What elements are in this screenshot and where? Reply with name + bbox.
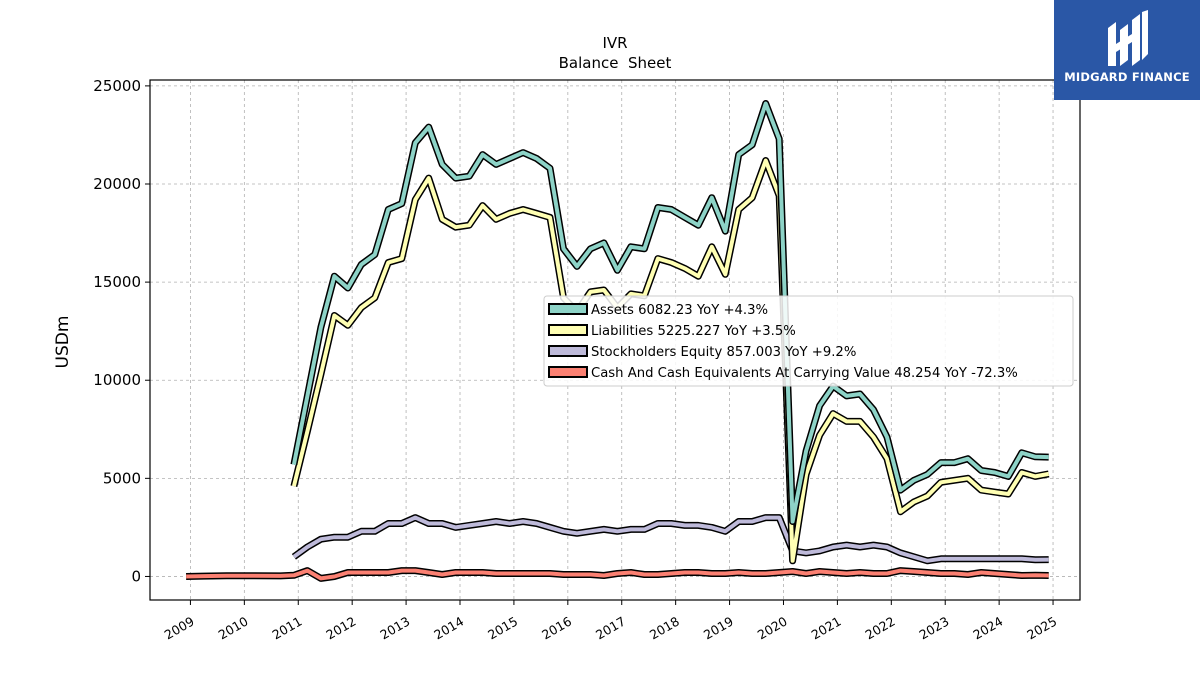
- series-line: [291, 101, 1049, 524]
- x-tick-label: 2009: [162, 614, 197, 643]
- x-tick-label: 2015: [485, 614, 520, 643]
- legend-swatch: [548, 324, 588, 336]
- y-tick-label: 25000: [93, 77, 141, 95]
- midgard-finance-logo: MIDGARD FINANCE: [1054, 0, 1200, 100]
- y-tick-label: 5000: [103, 469, 141, 487]
- series-line: [292, 515, 1049, 563]
- series-stockholders-equity: [291, 514, 1049, 565]
- y-axis-ticks: 0 5000 10000 15000 20000 25000: [93, 77, 150, 585]
- plot-frame: [149, 79, 1081, 601]
- x-tick-label: 2016: [539, 614, 574, 643]
- x-tick-label: 2023: [916, 614, 951, 643]
- x-tick-label: 2020: [755, 614, 790, 643]
- x-tick-label: 2010: [216, 614, 251, 643]
- series-cash-and-cash-equivalents-at-carrying-value: [186, 567, 1049, 582]
- legend-swatch: [548, 303, 588, 315]
- y-tick-label: 15000: [93, 273, 141, 291]
- chart-title: IVR: [602, 34, 627, 52]
- x-tick-label: 2012: [323, 614, 358, 643]
- legend-entry: Cash And Cash Equivalents At Carrying Va…: [591, 366, 1018, 381]
- chart-subtitle: Balance Sheet: [559, 54, 672, 72]
- logo-text: MIDGARD FINANCE: [1064, 70, 1190, 84]
- legend-box: [543, 295, 1074, 387]
- x-tick-label: 2025: [1024, 614, 1059, 643]
- x-axis-ticks: 2009 2010 2011 2012 2013 2014 2015 2016 2017 2018…: [162, 600, 1059, 643]
- y-tick-label: 20000: [93, 175, 141, 193]
- series-line: [186, 568, 1049, 581]
- x-tick-label: 2019: [701, 614, 736, 643]
- series-line: [291, 158, 1050, 563]
- y-tick-label: 10000: [93, 371, 141, 389]
- chart-legend: Assets 6082.23 YoY +4.3% Liabilities 5225…: [543, 295, 1074, 387]
- legend-swatch: [548, 366, 588, 378]
- legend-entry: Liabilities 5225.227 YoY +3.5%: [591, 324, 796, 339]
- x-tick-label: 2014: [431, 614, 466, 643]
- y-tick-label: 0: [131, 567, 141, 585]
- y-axis-label: USDm: [53, 316, 73, 369]
- legend-entry: Stockholders Equity 857.003 YoY +9.2%: [591, 345, 856, 360]
- x-tick-label: 2011: [270, 614, 305, 643]
- x-tick-label: 2018: [647, 614, 682, 643]
- x-tick-label: 2024: [970, 614, 1005, 643]
- midgard-finance-logo-icon: [1108, 10, 1148, 66]
- plot-area: [186, 100, 1050, 582]
- x-tick-label: 2022: [863, 614, 898, 643]
- x-tick-label: 2013: [377, 614, 412, 643]
- x-tick-label: 2017: [593, 614, 628, 643]
- series-liabilities: [290, 157, 1050, 565]
- series-assets: [290, 100, 1049, 525]
- legend-entry: Assets 6082.23 YoY +4.3%: [591, 303, 768, 318]
- x-tick-label: 2021: [809, 614, 844, 643]
- legend-swatch: [548, 345, 588, 357]
